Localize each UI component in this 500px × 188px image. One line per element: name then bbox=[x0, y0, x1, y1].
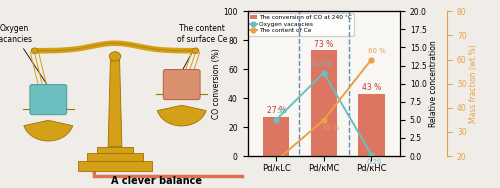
Text: 60 %: 60 % bbox=[368, 48, 386, 54]
FancyBboxPatch shape bbox=[88, 153, 142, 161]
Text: 0.20: 0.20 bbox=[366, 159, 382, 165]
Text: 27 %: 27 % bbox=[266, 106, 285, 115]
Wedge shape bbox=[158, 105, 206, 126]
Wedge shape bbox=[24, 120, 72, 141]
Text: 35 %: 35 % bbox=[322, 125, 340, 131]
Y-axis label: Relative concentration: Relative concentration bbox=[430, 40, 438, 127]
Y-axis label: CO conversion (%): CO conversion (%) bbox=[212, 48, 220, 119]
Text: 18 %: 18 % bbox=[0, 187, 1, 188]
Bar bbox=[310, 50, 337, 156]
Circle shape bbox=[192, 48, 199, 54]
Y-axis label: Mass fraction (wt.%): Mass fraction (wt.%) bbox=[470, 44, 478, 123]
FancyBboxPatch shape bbox=[78, 161, 152, 171]
FancyBboxPatch shape bbox=[164, 70, 200, 100]
Text: The content
of surface Ce: The content of surface Ce bbox=[177, 24, 228, 69]
Polygon shape bbox=[108, 60, 122, 147]
Text: 43 %: 43 % bbox=[362, 83, 381, 92]
Legend: The conversion of CO at 240 °C, Oxygen vacancies, The content of Ce: The conversion of CO at 240 °C, Oxygen v… bbox=[248, 13, 354, 36]
Text: Oxygen
vacancies: Oxygen vacancies bbox=[0, 24, 47, 84]
Circle shape bbox=[31, 48, 38, 54]
Bar bbox=[263, 117, 289, 156]
Text: 5.0: 5.0 bbox=[276, 108, 287, 114]
FancyBboxPatch shape bbox=[30, 85, 66, 115]
Circle shape bbox=[109, 52, 121, 61]
Text: 73 %: 73 % bbox=[314, 40, 334, 49]
Bar bbox=[358, 94, 384, 156]
Text: A clever balance: A clever balance bbox=[111, 176, 202, 186]
FancyBboxPatch shape bbox=[96, 147, 134, 153]
Text: 11.5%: 11.5% bbox=[310, 61, 332, 67]
